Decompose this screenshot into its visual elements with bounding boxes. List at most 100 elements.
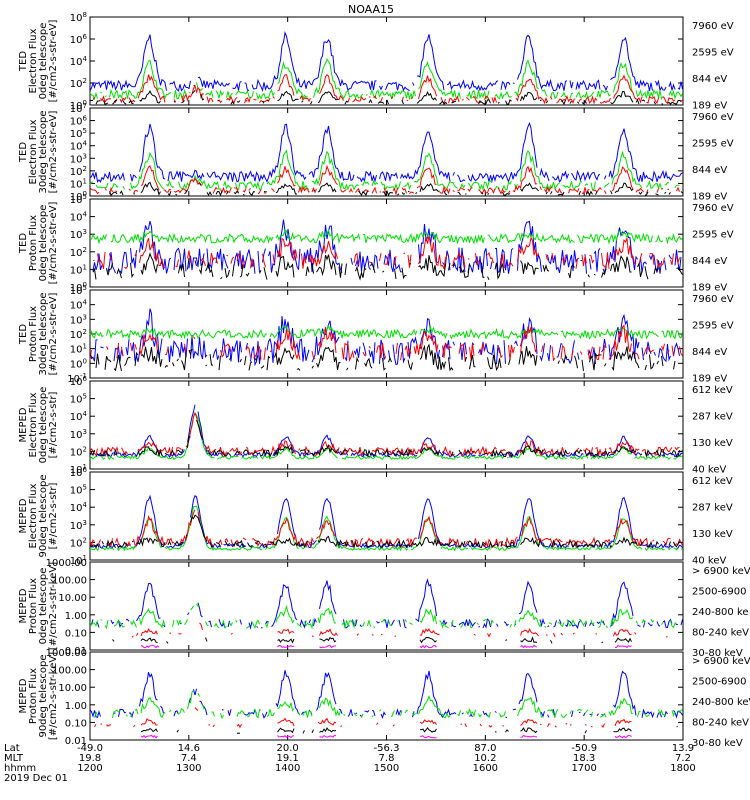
legend-287-kev: 287 keV xyxy=(692,412,733,423)
y-tick-label: 10.00 xyxy=(58,683,87,694)
x-tick-mlt: 18.3 xyxy=(573,753,595,764)
legend-7960-ev: 7960 eV xyxy=(692,21,734,32)
legend-130-kev: 130 keV xyxy=(692,529,733,540)
y-tick-label: 104 xyxy=(70,299,88,312)
series-line xyxy=(89,324,683,362)
x-tick-lat: 20.0 xyxy=(277,743,299,754)
y-axis-label: TEDElectron Flux0deg telescope[#/cm2-s-s… xyxy=(18,20,59,103)
y-tick-label: 105 xyxy=(70,193,87,206)
legend-240-800-ke: 240-800 ke xyxy=(692,607,749,618)
series-line xyxy=(89,90,682,106)
legend-2595-ev: 2595 eV xyxy=(692,139,734,150)
legend-189-ev: 189 eV xyxy=(692,101,727,112)
y-tick-label: 106 xyxy=(70,33,88,46)
legend-40-kev: 40 keV xyxy=(692,465,726,476)
series-line xyxy=(89,509,683,549)
series-group xyxy=(90,122,683,197)
series-line xyxy=(89,670,683,719)
legend-2500-6900: 2500-6900 xyxy=(692,677,747,688)
legend-189-ev: 189 eV xyxy=(692,374,727,385)
legend-2595-ev: 2595 eV xyxy=(692,48,734,59)
legend-30-80-kev: 30-80 keV xyxy=(692,648,743,659)
y-tick-label: 104 xyxy=(70,211,88,224)
legend-7960-ev: 7960 eV xyxy=(692,112,734,123)
series-line xyxy=(89,412,683,461)
x-tick-lat: 14.6 xyxy=(178,743,200,754)
x-tick-lat: 13.9 xyxy=(672,743,694,754)
x-tick-hhmm: 1600 xyxy=(473,763,498,774)
y-tick-label: 0.10 xyxy=(65,628,87,639)
legend-130-kev: 130 keV xyxy=(692,438,733,449)
series-line xyxy=(89,411,680,458)
series-line xyxy=(91,578,683,630)
series-group xyxy=(89,670,683,738)
legend-844-ev: 844 eV xyxy=(692,165,727,176)
y-tick-label: 1.00 xyxy=(65,611,87,622)
y-tick-label: 100 xyxy=(70,357,87,370)
series-line xyxy=(89,420,683,459)
y-tick-label: 106 xyxy=(70,375,88,388)
series-line xyxy=(92,219,682,275)
series-line xyxy=(89,324,683,341)
legend-287-kev: 287 keV xyxy=(692,503,733,514)
y-tick-label: 101 xyxy=(70,343,87,356)
y-tick-label: 103 xyxy=(70,428,87,441)
y-tick-label: 104 xyxy=(70,501,88,514)
y-tick-label: 0.10 xyxy=(65,718,87,729)
series-line xyxy=(92,252,683,281)
y-tick-label: 105 xyxy=(70,484,87,497)
series-line xyxy=(89,31,683,93)
y-tick-label: 102 xyxy=(70,536,87,549)
panel-frame xyxy=(89,651,684,741)
legend-844-ev: 844 eV xyxy=(692,74,727,85)
y-tick-label: 0.01 xyxy=(65,736,87,747)
y-tick-label: 105 xyxy=(70,284,87,297)
y-tick-label: 0.01 xyxy=(65,646,87,657)
y-tick-label: 105 xyxy=(70,127,87,140)
series-line xyxy=(89,514,680,550)
legend-80-240-kev: 80-240 keV xyxy=(692,718,749,729)
legend-80-240-kev: 80-240 keV xyxy=(692,628,749,639)
x-row-label-mlt: MLT xyxy=(4,753,24,764)
series-line xyxy=(109,181,683,197)
y-tick-label: 103 xyxy=(70,228,87,241)
y-tick-label: 100.00 xyxy=(52,576,87,587)
x-tick-hhmm: 1800 xyxy=(670,763,695,774)
y-axis-label: MEPEDElectron Flux0deg telescope[#/cm2-s… xyxy=(18,387,59,464)
y-axis-label: TEDProton Flux30deg telescope[#/cm2-s-st… xyxy=(18,292,59,375)
legend-612-kev: 612 keV xyxy=(692,385,733,396)
x-tick-hhmm: 1700 xyxy=(571,763,596,774)
series-line xyxy=(141,728,671,734)
y-tick-label: 1.00 xyxy=(65,701,87,712)
y-tick-label: 1000.00 xyxy=(46,648,87,659)
legend-7960-ev: 7960 eV xyxy=(692,294,734,305)
series-line xyxy=(141,735,660,738)
panel-frame xyxy=(89,561,684,651)
series-group xyxy=(90,578,683,648)
series-line xyxy=(92,73,683,105)
x-tick-hhmm: 1300 xyxy=(176,763,201,774)
x-tick-lat: -49.0 xyxy=(77,743,103,754)
legend-30-80-kev: 30-80 keV xyxy=(692,738,743,749)
y-tick-label: 104 xyxy=(70,140,88,153)
series-group xyxy=(89,404,683,461)
x-row-label-lat: Lat xyxy=(4,743,20,754)
panel-7: 0.01 0.10 1.00 10.00 100.00 1000.00MEPEDProto… xyxy=(18,558,750,659)
x-tick-mlt: 19.1 xyxy=(277,753,299,764)
series-group xyxy=(90,309,683,371)
x-row-label-hhmm: hhmm xyxy=(4,763,36,774)
y-tick-label: 100.00 xyxy=(52,666,87,677)
y-tick-label: 102 xyxy=(70,77,87,90)
x-tick-mlt: 7.4 xyxy=(181,753,197,764)
y-axis-label: TEDProton Flux0deg telescope[#/cm2-s-str… xyxy=(18,202,59,285)
y-axis-label: MEPEDProton Flux0deg telescope[#/cm2-s-s… xyxy=(18,562,59,650)
legend--6900-kev: > 6900 keV xyxy=(692,656,750,667)
series-line xyxy=(90,151,683,190)
y-tick-label: 10.00 xyxy=(58,593,87,604)
